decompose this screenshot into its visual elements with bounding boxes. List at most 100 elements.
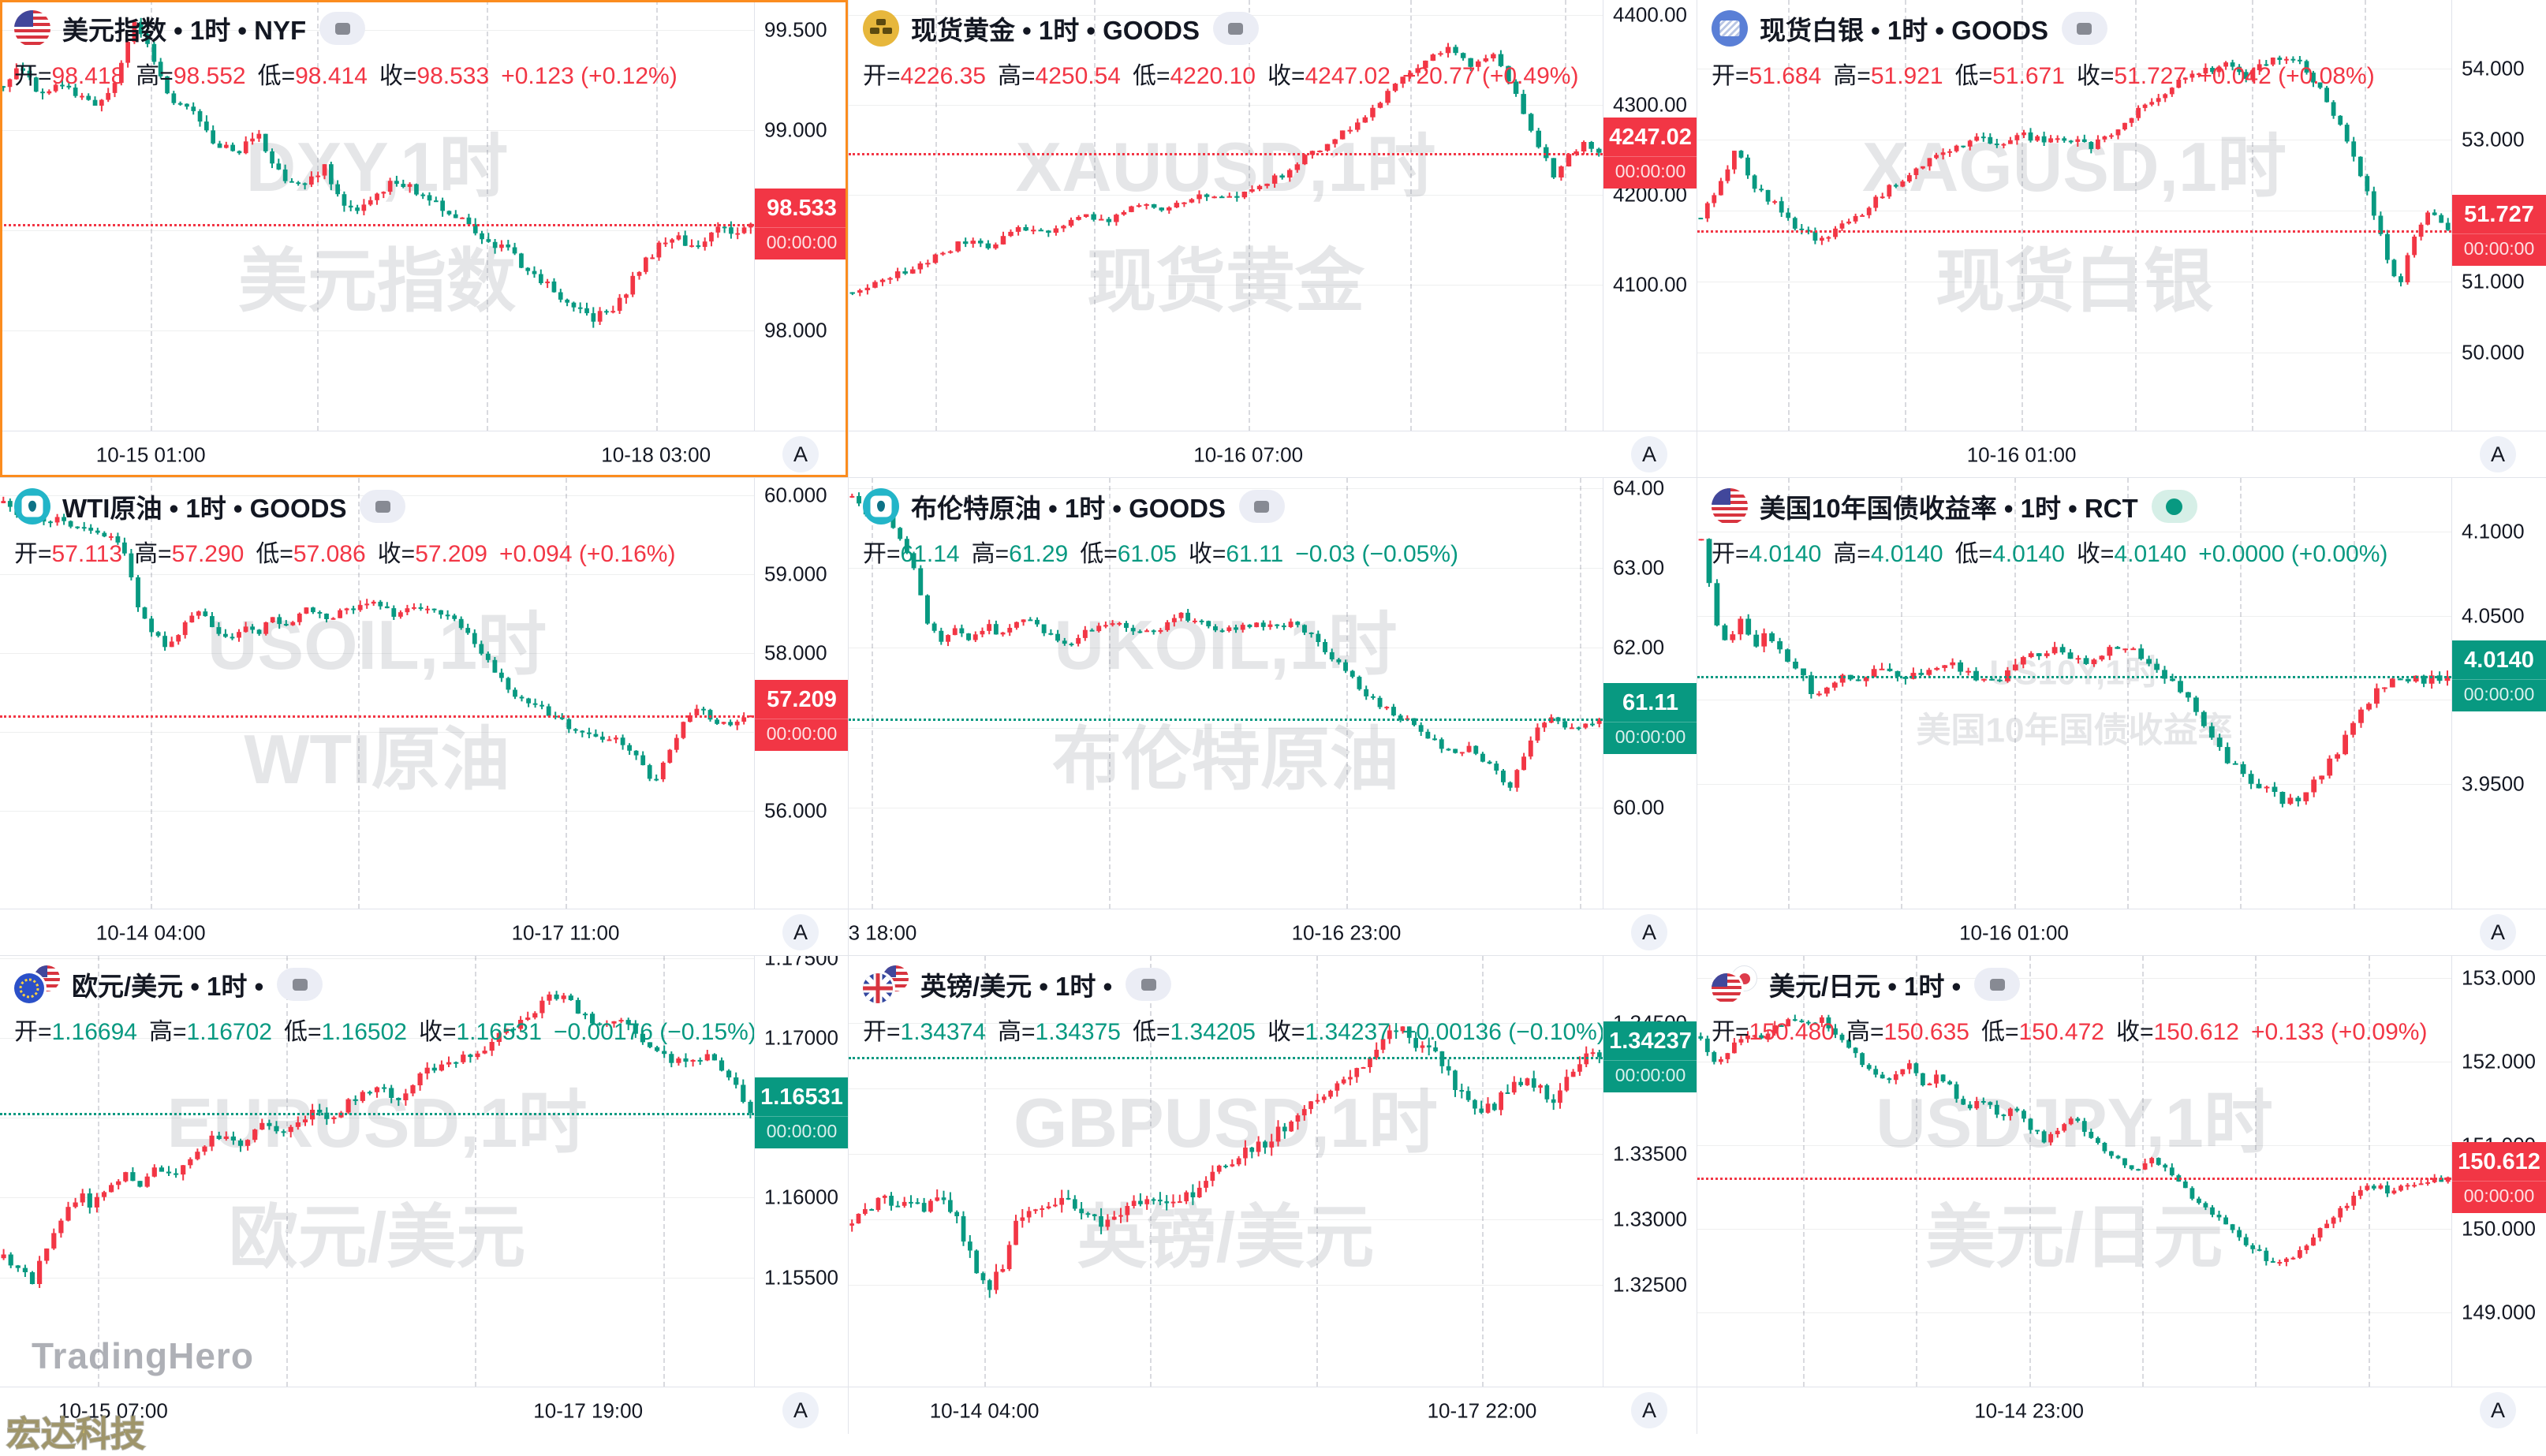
chart-plot-area[interactable]: XAGUSD,1时 现货白银 现货白银 • 1时 • GOODS 开=51.68… <box>1697 0 2451 431</box>
chart-plot-area[interactable]: XAUUSD,1时 现货黄金 现货黄金 • 1时 • GOODS 开=4226.… <box>849 0 1603 431</box>
last-price-label: 1.34237 00:00:00 <box>1603 1021 1697 1093</box>
auto-scale-button[interactable]: A <box>782 914 819 950</box>
chart-plot-area[interactable]: EURUSD,1时 欧元/美元 欧元/美元 • 1时 • 开=1.16694 高=… <box>0 956 754 1387</box>
horizontal-grid-line <box>849 1219 1603 1220</box>
chart-title[interactable]: 布伦特原油 • 1时 • GOODS <box>911 494 1226 523</box>
ohlc-change: +0.094 (+0.16%) <box>498 541 676 567</box>
chart-plot-area[interactable]: USOIL,1时 WTI原油 WTI原油 • 1时 • GOODS 开=57.1… <box>0 478 754 909</box>
chart-title[interactable]: 美元指数 • 1时 • NYF <box>62 16 307 45</box>
price-axis[interactable]: 4.0140 00:00:00 4.1000 4.0500 3.9500 <box>2451 478 2546 909</box>
chart-plot-area[interactable]: USDJPY,1时 美元/日元 美元/日元 • 1时 • 开=150.480 高=… <box>1697 956 2451 1387</box>
price-axis[interactable]: 51.727 00:00:00 54.00053.00052.00051.000… <box>2451 0 2546 431</box>
price-tick: 4400.00 <box>1613 2 1687 27</box>
horizontal-grid-line <box>1697 1228 2451 1230</box>
chart-panel-us10y-yield[interactable]: US10Y,1时 美国10年国债收益率 美国10年国债收益率 • 1时 • RC… <box>1697 478 2546 956</box>
vertical-grid-line <box>2365 0 2367 431</box>
chart-panel-brent-oil[interactable]: UKOIL,1时 布伦特原油 布伦特原油 • 1时 • GOODS 开=61.1… <box>849 478 1697 956</box>
chart-title[interactable]: 英镑/美元 • 1时 • <box>920 972 1113 1001</box>
more-options-button[interactable] <box>319 12 366 45</box>
time-axis[interactable]: 10-14 04:00 10-17 22:00 <box>849 1387 1697 1434</box>
last-price-line <box>0 715 754 719</box>
chart-header: 布伦特原油 • 1时 • GOODS 开=61.14 高=61.29 低=61.05… <box>863 487 1470 569</box>
chart-plot-area[interactable]: US10Y,1时 美国10年国债收益率 美国10年国债收益率 • 1时 • RC… <box>1697 478 2451 909</box>
chart-title[interactable]: 欧元/美元 • 1时 • <box>72 972 264 1001</box>
chart-panel-eur-usd[interactable]: EURUSD,1时 欧元/美元 欧元/美元 • 1时 • 开=1.16694 高=… <box>0 956 849 1434</box>
ohlc-low-value: 1.16502 <box>321 1019 407 1045</box>
time-tick: 10-16 07:00 <box>1193 442 1304 466</box>
ohlc-low-key: 低= <box>1132 63 1170 89</box>
price-axis[interactable]: 1.16531 00:00:00 1.17500 1.17000 1.16000 1.… <box>754 956 848 1387</box>
time-axis[interactable]: 3 18:00 10-16 23:00 <box>849 909 1697 955</box>
ohlc-change: +0.0000 (+0.00%) <box>2198 541 2388 567</box>
ohlc-open-value: 98.418 <box>51 63 125 89</box>
ohlc-open-value: 150.480 <box>1749 1019 1835 1045</box>
time-axis[interactable]: 10-14 04:00 10-17 11:00 <box>0 909 848 955</box>
last-price-line <box>1697 676 2451 679</box>
more-options-button[interactable] <box>1126 968 1172 1001</box>
chart-panel-gbp-usd[interactable]: GBPUSD,1时 英镑/美元 英镑/美元 • 1时 • 开=1.34374 高=… <box>849 956 1697 1434</box>
more-options-button[interactable] <box>360 490 406 523</box>
auto-scale-button[interactable]: A <box>1631 914 1667 950</box>
price-tick: 152.000 <box>2462 1049 2536 1073</box>
price-axis[interactable]: 57.209 00:00:00 60.000 59.000 58.000 56.000 <box>754 478 848 909</box>
chart-title[interactable]: WTI原油 • 1时 • GOODS <box>62 494 347 523</box>
chart-plot-area[interactable]: GBPUSD,1时 英镑/美元 英镑/美元 • 1时 • 开=1.34374 高=… <box>849 956 1603 1387</box>
chart-panel-usd-index[interactable]: DXY,1时 美元指数 美元指数 • 1时 • NYF 开=98.418 高=98… <box>0 0 849 478</box>
time-axis[interactable]: 10-16 01:00 <box>1697 431 2546 477</box>
price-axis[interactable]: 98.533 00:00:00 99.500 99.000 98.000 <box>754 0 848 431</box>
auto-scale-button[interactable]: A <box>782 1392 819 1428</box>
market-status-icon[interactable] <box>2151 490 2197 523</box>
ohlc-row: 开=4.0140 高=4.0140 低=4.0140 收=4.0140 +0.0000 … <box>1712 534 2399 569</box>
more-options-button[interactable] <box>1212 12 1259 45</box>
chart-title[interactable]: 美元/日元 • 1时 • <box>1769 972 1962 1001</box>
chart-plot-area[interactable]: UKOIL,1时 布伦特原油 布伦特原油 • 1时 • GOODS 开=61.1… <box>849 478 1603 909</box>
vertical-grid-line <box>1248 0 1250 431</box>
time-axis[interactable]: 10-16 07:00 <box>849 431 1697 477</box>
more-options-button[interactable] <box>2061 12 2107 45</box>
price-tick: 153.000 <box>2462 965 2536 990</box>
price-tick: 1.15500 <box>764 1265 838 1289</box>
ohlc-row: 开=4226.35 高=4250.54 低=4220.10 收=4247.02 +20.… <box>863 56 1590 91</box>
more-options-button[interactable] <box>1238 490 1285 523</box>
ohlc-change: +20.77 (+0.49%) <box>1402 63 1579 89</box>
chart-title[interactable]: 现货白银 • 1时 • GOODS <box>1760 16 2048 45</box>
candlestick-series <box>849 43 1602 297</box>
chart-title[interactable]: 现货黄金 • 1时 • GOODS <box>911 16 1200 45</box>
chart-plot-area[interactable]: DXY,1时 美元指数 美元指数 • 1时 • NYF 开=98.418 高=98… <box>0 0 754 431</box>
auto-scale-button[interactable]: A <box>1631 436 1667 472</box>
ohlc-low-key: 低= <box>1954 63 1993 89</box>
time-axis[interactable]: 10-16 01:00 <box>1697 909 2546 955</box>
chart-title[interactable]: 美国10年国债收益率 • 1时 • RCT <box>1760 494 2138 523</box>
last-price-label: 98.533 00:00:00 <box>755 188 848 259</box>
price-axis[interactable]: 61.11 00:00:00 64.00 63.00 62.00 60.00 <box>1603 478 1697 909</box>
price-axis[interactable]: 1.34237 00:00:00 1.345001.335001.330001.… <box>1603 956 1697 1387</box>
time-axis[interactable]: 10-15 01:00 10-18 03:00 <box>0 431 848 477</box>
chart-panel-spot-silver[interactable]: XAGUSD,1时 现货白银 现货白银 • 1时 • GOODS 开=51.68… <box>1697 0 2546 478</box>
more-options-button[interactable] <box>1974 968 2021 1001</box>
vertical-grid-line <box>1787 478 1790 909</box>
time-tick: 3 18:00 <box>849 920 917 944</box>
chart-title-row: 欧元/美元 • 1时 • <box>14 965 754 1003</box>
auto-scale-button[interactable]: A <box>2480 914 2516 950</box>
flag-front-icon <box>1712 973 1742 1003</box>
price-tick: 99.500 <box>764 17 827 42</box>
auto-scale-button[interactable]: A <box>782 436 819 472</box>
chart-panel-spot-gold[interactable]: XAUUSD,1时 现货黄金 现货黄金 • 1时 • GOODS 开=4226.… <box>849 0 1697 478</box>
chart-header: 美元/日元 • 1时 • 开=150.480 高=150.635 低=150.472… <box>1712 965 2439 1047</box>
price-axis[interactable]: 150.612 00:00:00 153.000152.000151.00015… <box>2451 956 2546 1387</box>
ohlc-low-value: 61.05 <box>1117 541 1177 567</box>
auto-scale-button[interactable]: A <box>2480 1392 2516 1428</box>
vertical-grid-line <box>1565 0 1567 431</box>
time-axis[interactable]: 10-14 23:00 <box>1697 1387 2546 1434</box>
time-axis[interactable]: 10-15 07:00 10-17 19:00 <box>0 1387 848 1434</box>
ohlc-close-value: 61.11 <box>1226 541 1284 567</box>
price-axis[interactable]: 4247.02 00:00:00 4400.00 4300.00 4200.00 41… <box>1603 0 1697 431</box>
chart-panel-wti-oil[interactable]: USOIL,1时 WTI原油 WTI原油 • 1时 • GOODS 开=57.1… <box>0 478 849 956</box>
more-options-button[interactable] <box>277 968 323 1001</box>
auto-scale-button[interactable]: A <box>2480 436 2516 472</box>
horizontal-grid-line <box>0 30 754 32</box>
vertical-grid-line <box>151 0 153 431</box>
chart-panel-usd-jpy[interactable]: USDJPY,1时 美元/日元 美元/日元 • 1时 • 开=150.480 高=… <box>1697 956 2546 1434</box>
candlestick-series <box>1698 55 2451 287</box>
auto-scale-button[interactable]: A <box>1631 1392 1667 1428</box>
